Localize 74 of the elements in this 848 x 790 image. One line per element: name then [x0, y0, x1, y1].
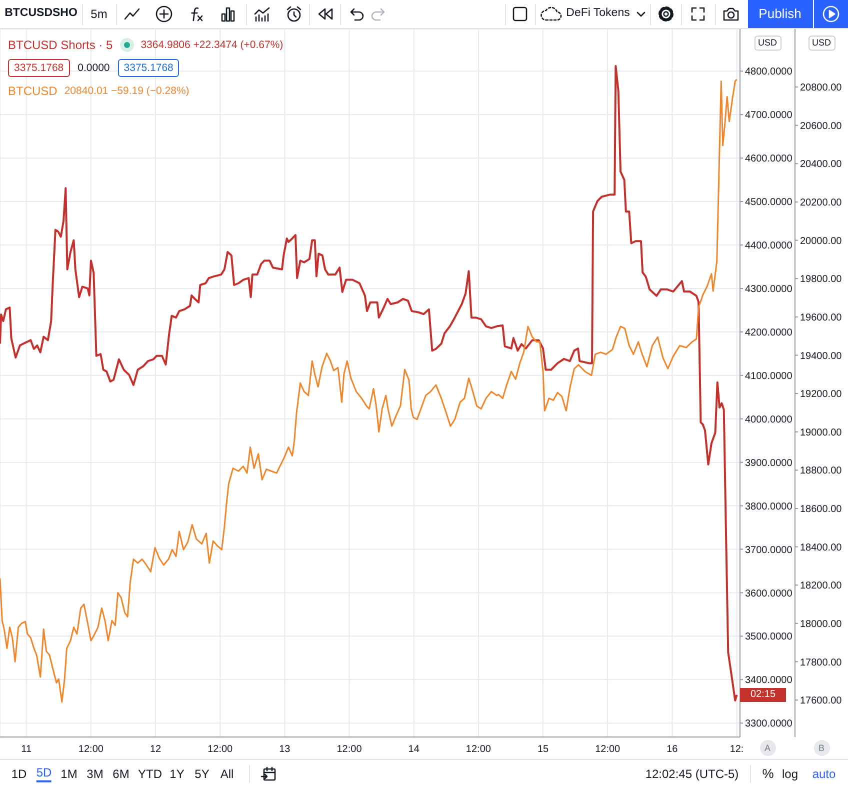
y-tick-label: 4800.0000	[745, 66, 793, 78]
y-tick-label: 3300.0000	[745, 718, 793, 730]
x-tick-label: 12:	[730, 744, 744, 756]
text: 1Y	[170, 766, 184, 782]
x-tick-label: 12:00	[208, 744, 234, 756]
text: B	[814, 740, 830, 756]
text: 5m	[90, 6, 108, 22]
text: YTD	[138, 766, 162, 782]
y2-tick-label: 17800.00	[800, 657, 842, 668]
text: log	[782, 766, 798, 782]
y-tick-label: 3900.0000	[745, 458, 793, 469]
y2-tick-label: 19800.00	[800, 274, 842, 286]
x-tick-label: 12:00	[78, 744, 104, 756]
y-tick-label: 4500.0000	[745, 197, 793, 208]
text: USD	[754, 36, 782, 50]
y2-tick-label: 19000.00	[800, 427, 842, 438]
text: 1M	[60, 766, 78, 782]
y-tick-label: 4600.0000	[745, 154, 793, 165]
text: 1D	[11, 766, 27, 782]
y2-tick-label: 18800.00	[800, 466, 842, 477]
y-tick-label: 4100.0000	[745, 370, 793, 382]
y2-tick-label: 18200.00	[800, 580, 842, 592]
y2-tick-label: 19400.00	[800, 350, 842, 362]
text: BTCUSD Shorts · 5	[8, 38, 113, 52]
y2-tick-label: 18000.00	[800, 618, 842, 630]
x-tick-label: 14	[408, 744, 420, 756]
y-tick-label: 3700.0000	[745, 544, 793, 556]
annotation: 3375.1768	[118, 59, 180, 77]
text: All	[220, 766, 234, 782]
y-tick-label: 3500.0000	[745, 632, 793, 643]
text: 5Y	[194, 766, 210, 782]
text: auto	[812, 766, 836, 782]
x-tick-label: 12:00	[595, 744, 621, 756]
text: 6M	[112, 766, 130, 782]
text: %	[762, 766, 774, 782]
x-tick-label: 12	[150, 744, 162, 756]
text: A	[760, 740, 776, 756]
x-tick-label: 16	[666, 744, 678, 756]
text: DeFi Tokens	[566, 7, 630, 21]
y2-tick-label: 19200.00	[800, 389, 842, 400]
text: USD	[808, 36, 836, 50]
annotation: 0.0000	[76, 61, 111, 76]
y2-tick-label: 18400.00	[800, 542, 842, 554]
annotation: 3364.9806 +22.3474 (+0.67%)	[140, 39, 284, 51]
x-tick-label: 13	[279, 744, 291, 756]
y2-tick-label: 20400.00	[800, 159, 842, 170]
y2-tick-label: 20000.00	[800, 236, 842, 247]
text: BTCUSDSHO	[4, 7, 78, 21]
y-tick-label: 4400.0000	[745, 240, 793, 252]
y2-tick-label: 18600.00	[800, 504, 842, 516]
y2-tick-label: 20200.00	[800, 198, 842, 209]
x-tick-label: 12:00	[466, 744, 492, 756]
y2-tick-label: 17600.00	[800, 696, 842, 707]
text: Publish	[758, 6, 802, 22]
x-tick-label: 12:00	[336, 744, 362, 756]
text: 12:02:45 (UTC-5)	[645, 766, 739, 782]
y-tick-label: 4000.0000	[745, 414, 793, 426]
annotation: 20840.01 −59.19 (−0.28%)	[64, 85, 190, 97]
y-tick-label: 4200.0000	[745, 327, 793, 338]
x-tick-label: 15	[537, 744, 550, 756]
y2-tick-label: 19600.00	[800, 312, 842, 324]
y-tick-label: 4300.0000	[745, 284, 793, 296]
x-tick-label: 11	[21, 744, 32, 756]
y-tick-label: 4700.0000	[745, 110, 793, 122]
y2-tick-label: 20600.00	[800, 120, 842, 132]
text: 3M	[86, 766, 104, 782]
y-tick-label: 3600.0000	[745, 588, 793, 600]
annotation: 3375.1768	[8, 59, 70, 77]
y-tick-label: 3400.0000	[745, 675, 793, 686]
y2-tick-label: 20800.00	[800, 82, 842, 94]
y-tick-label: 3800.0000	[745, 501, 793, 512]
text: 02:15	[740, 688, 786, 702]
text: BTCUSD	[8, 84, 58, 98]
text: 5D	[36, 765, 52, 783]
